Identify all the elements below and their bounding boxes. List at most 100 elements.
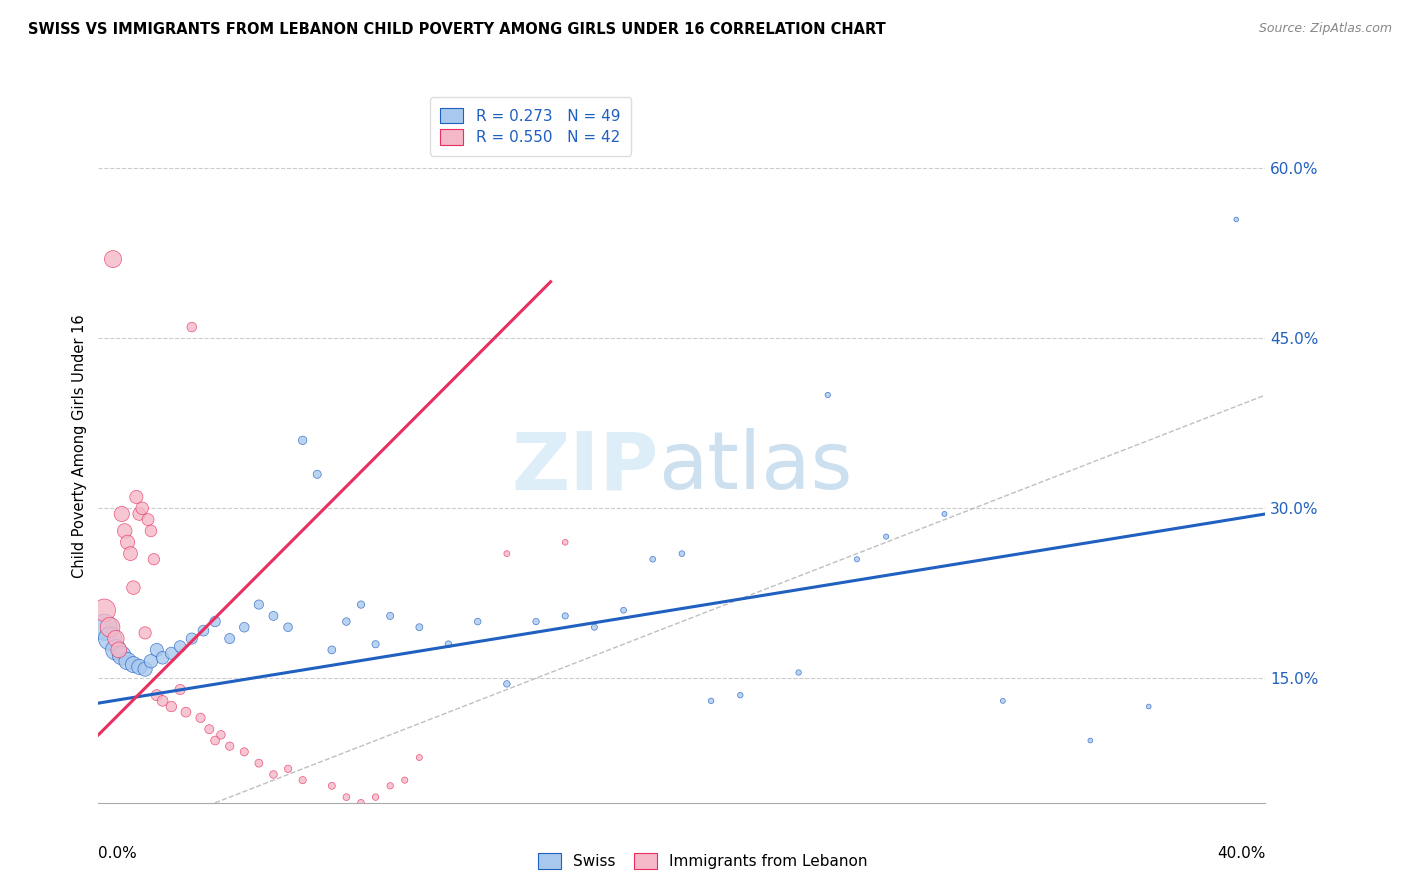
Point (198, 722, 221, 736)
Point (277, 762, 299, 776)
Point (122, 657, 145, 672)
Point (180, 632, 202, 646)
Point (93, 603, 115, 617)
Point (233, 745, 256, 759)
Point (350, 796, 373, 810)
Point (846, 552, 869, 566)
Point (991, 694, 1014, 708)
Point (128, 660, 150, 674)
Point (98, 632, 121, 646)
Point (104, 632, 127, 646)
Legend: Swiss, Immigrants from Lebanon: Swiss, Immigrants from Lebanon (531, 847, 875, 875)
Point (190, 711, 212, 725)
Point (321, 643, 343, 657)
Point (1080, 733, 1102, 747)
Point (204, 733, 226, 747)
Y-axis label: Child Poverty Among Girls Under 16: Child Poverty Among Girls Under 16 (72, 314, 87, 578)
Point (134, 662, 156, 676)
Point (111, 648, 134, 663)
Point (117, 535, 139, 549)
Point (1137, 699, 1160, 714)
Point (193, 624, 215, 638)
Point (321, 779, 343, 793)
Legend: R = 0.273   N = 49, R = 0.550   N = 42: R = 0.273 N = 49, R = 0.550 N = 42 (430, 97, 631, 155)
Point (583, 620, 606, 634)
Point (131, 501, 153, 516)
Point (114, 524, 136, 538)
Point (335, 615, 357, 629)
Point (160, 699, 183, 714)
Point (247, 598, 270, 612)
Point (247, 756, 270, 771)
Point (467, 615, 489, 629)
Point (1225, 212, 1247, 227)
Point (291, 434, 314, 448)
Point (125, 490, 148, 504)
Point (169, 640, 191, 654)
Point (139, 524, 162, 538)
Point (262, 767, 284, 781)
Point (117, 654, 139, 668)
Point (180, 320, 202, 334)
Text: ZIP: ZIP (512, 428, 658, 507)
Point (122, 581, 145, 595)
Point (218, 632, 240, 646)
Point (218, 739, 240, 754)
Point (146, 688, 169, 702)
Point (612, 603, 634, 617)
Point (408, 620, 430, 634)
Point (554, 608, 576, 623)
Point (364, 637, 387, 651)
Point (730, 688, 752, 702)
Point (142, 552, 165, 566)
Point (120, 547, 142, 561)
Point (350, 598, 373, 612)
Point (136, 513, 159, 527)
Point (380, 608, 402, 623)
Point (700, 694, 723, 708)
Point (817, 388, 839, 402)
Point (408, 750, 430, 764)
Point (98, 620, 121, 634)
Text: Source: ZipAtlas.com: Source: ZipAtlas.com (1258, 22, 1392, 36)
Point (875, 530, 897, 544)
Point (101, 252, 124, 266)
Point (380, 779, 402, 793)
Point (111, 507, 134, 521)
Point (134, 626, 156, 640)
Point (233, 620, 256, 634)
Point (174, 705, 197, 719)
Point (934, 507, 956, 521)
Point (139, 654, 162, 668)
Point (128, 507, 150, 521)
Point (291, 773, 314, 788)
Point (524, 615, 547, 629)
Point (204, 615, 226, 629)
Point (108, 643, 131, 657)
Point (335, 790, 357, 805)
Point (262, 608, 284, 623)
Point (146, 643, 169, 657)
Point (152, 650, 174, 665)
Point (307, 467, 329, 482)
Point (277, 620, 299, 634)
Text: 40.0%: 40.0% (1218, 846, 1265, 861)
Point (787, 665, 810, 680)
Point (209, 728, 232, 742)
Point (394, 773, 416, 788)
Point (93, 620, 115, 634)
Point (496, 547, 519, 561)
Text: atlas: atlas (658, 428, 853, 507)
Point (437, 637, 460, 651)
Point (364, 790, 387, 805)
Point (671, 547, 693, 561)
Text: 0.0%: 0.0% (98, 846, 138, 861)
Point (554, 535, 576, 549)
Point (169, 682, 191, 697)
Point (160, 646, 183, 660)
Point (496, 677, 519, 691)
Point (641, 552, 664, 566)
Text: SWISS VS IMMIGRANTS FROM LEBANON CHILD POVERTY AMONG GIRLS UNDER 16 CORRELATION : SWISS VS IMMIGRANTS FROM LEBANON CHILD P… (28, 22, 886, 37)
Point (104, 643, 127, 657)
Point (152, 694, 174, 708)
